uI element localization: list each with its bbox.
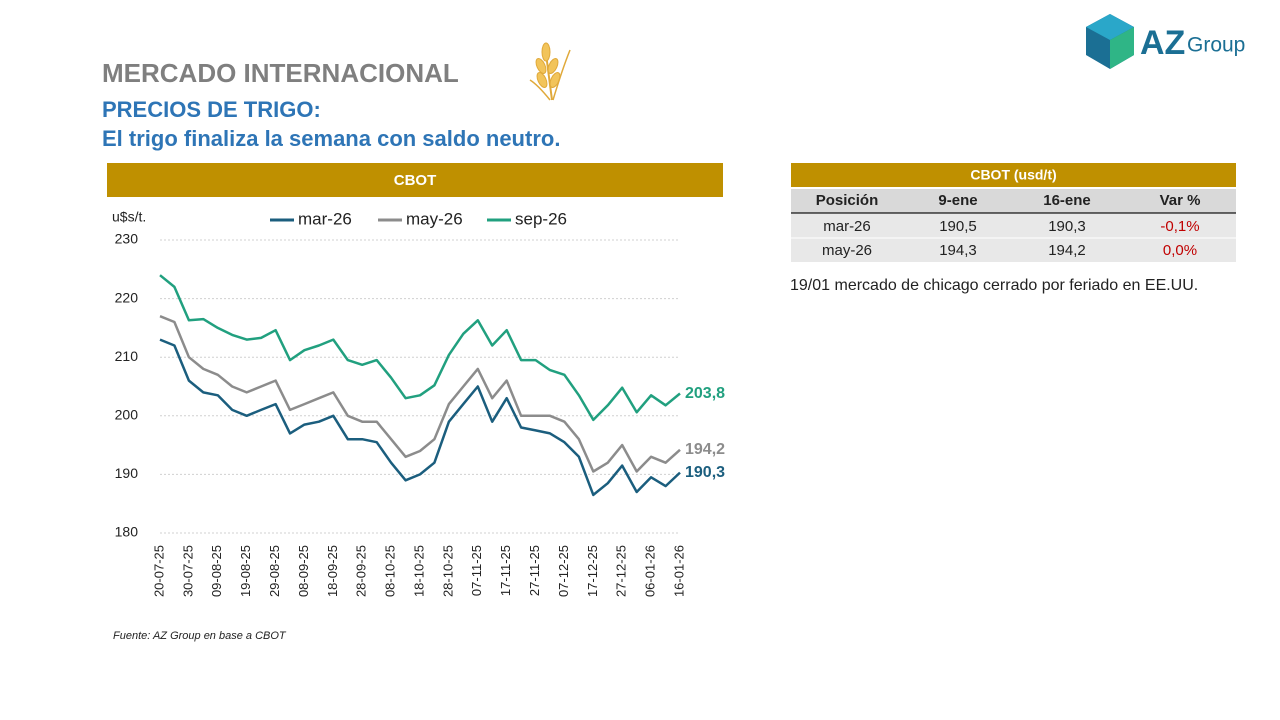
y-tick-label: 210 xyxy=(115,348,139,364)
series-line xyxy=(159,315,681,473)
end-label: 190,3 xyxy=(685,464,725,481)
column-header: Posición xyxy=(816,192,879,209)
y-tick-label: 230 xyxy=(115,231,139,247)
end-label: 203,8 xyxy=(685,385,725,402)
x-tick-label: 06-01-26 xyxy=(643,545,658,597)
plot: 180 190 200 210 220 230 20-07-25 30-07-25 09-08-… xyxy=(115,209,726,597)
x-tick-label: 08-09-25 xyxy=(296,545,311,597)
x-tick-label: 27-11-25 xyxy=(527,545,542,596)
x-tick-label: 20-07-25 xyxy=(151,545,166,597)
x-tick-label: 17-12-25 xyxy=(585,545,600,597)
x-tick-label: 30-07-25 xyxy=(180,545,195,597)
wheat-icon xyxy=(529,42,571,101)
x-tick-label: 07-11-25 xyxy=(469,545,484,596)
y-tick-label: 180 xyxy=(115,524,139,540)
legend-label: may-26 xyxy=(406,209,463,228)
column-header: 9-ene xyxy=(938,192,977,209)
x-tick-label: 27-12-25 xyxy=(614,545,629,597)
series-line xyxy=(159,338,681,497)
table-cell: 190,3 xyxy=(1048,218,1086,235)
table-cell: -0,1% xyxy=(1160,218,1199,235)
series-line xyxy=(159,274,681,422)
note: 19/01 mercado de chicago cerrado por fer… xyxy=(790,277,1198,294)
slide-title: MERCADO INTERNACIONAL xyxy=(102,58,459,88)
x-tick-label: 07-12-25 xyxy=(556,545,571,597)
table-cell: 194,2 xyxy=(1048,242,1086,259)
table-title-bg xyxy=(791,163,1236,187)
table-cell: 194,3 xyxy=(939,242,977,259)
y-tick-label: 200 xyxy=(115,407,139,423)
x-tick-label: 19-08-25 xyxy=(238,545,253,597)
end-label: 194,2 xyxy=(685,441,725,458)
table-title: CBOT (usd/t) xyxy=(970,167,1056,183)
x-tick-label: 08-10-25 xyxy=(383,545,398,597)
table-cell: 190,5 xyxy=(939,218,977,235)
logo: AZ Group xyxy=(1086,14,1245,69)
x-tick-label: 18-09-25 xyxy=(325,545,340,597)
logo-brand: AZ xyxy=(1140,24,1185,62)
table: CBOT (usd/t) Posición 9-ene 16-ene Var % mar-… xyxy=(791,163,1236,262)
source: Fuente: AZ Group en base a CBOT xyxy=(113,630,287,642)
headline: El trigo finaliza la semana con saldo ne… xyxy=(102,126,560,151)
y-tick-label: 220 xyxy=(115,289,139,305)
x-tick-label: 28-10-25 xyxy=(440,545,455,597)
y-axis-label: u$s/t. xyxy=(112,209,146,225)
table-header-bg xyxy=(791,189,1236,213)
column-header: 16-ene xyxy=(1043,192,1091,209)
legend-label: sep-26 xyxy=(515,209,567,228)
table-cell: mar-26 xyxy=(823,218,871,235)
chart-title: CBOT xyxy=(394,172,437,189)
x-tick-label: 16-01-26 xyxy=(671,545,686,597)
chart-header xyxy=(107,163,723,197)
subtitle: PRECIOS DE TRIGO: xyxy=(102,97,321,122)
x-tick-label: 18-10-25 xyxy=(411,545,426,597)
logo-suffix: Group xyxy=(1187,34,1245,57)
x-tick-label: 09-08-25 xyxy=(209,545,224,597)
column-header: Var % xyxy=(1160,192,1201,209)
table-cell: may-26 xyxy=(822,242,872,259)
y-tick-label: 190 xyxy=(115,465,139,481)
legend-label: mar-26 xyxy=(298,209,352,228)
table-cell: 0,0% xyxy=(1163,242,1197,259)
x-tick-label: 28-09-25 xyxy=(354,545,369,597)
row-bg xyxy=(791,238,1236,262)
row-bg xyxy=(791,214,1236,238)
x-tick-label: 17-11-25 xyxy=(498,545,513,596)
x-tick-label: 29-08-25 xyxy=(267,545,282,597)
